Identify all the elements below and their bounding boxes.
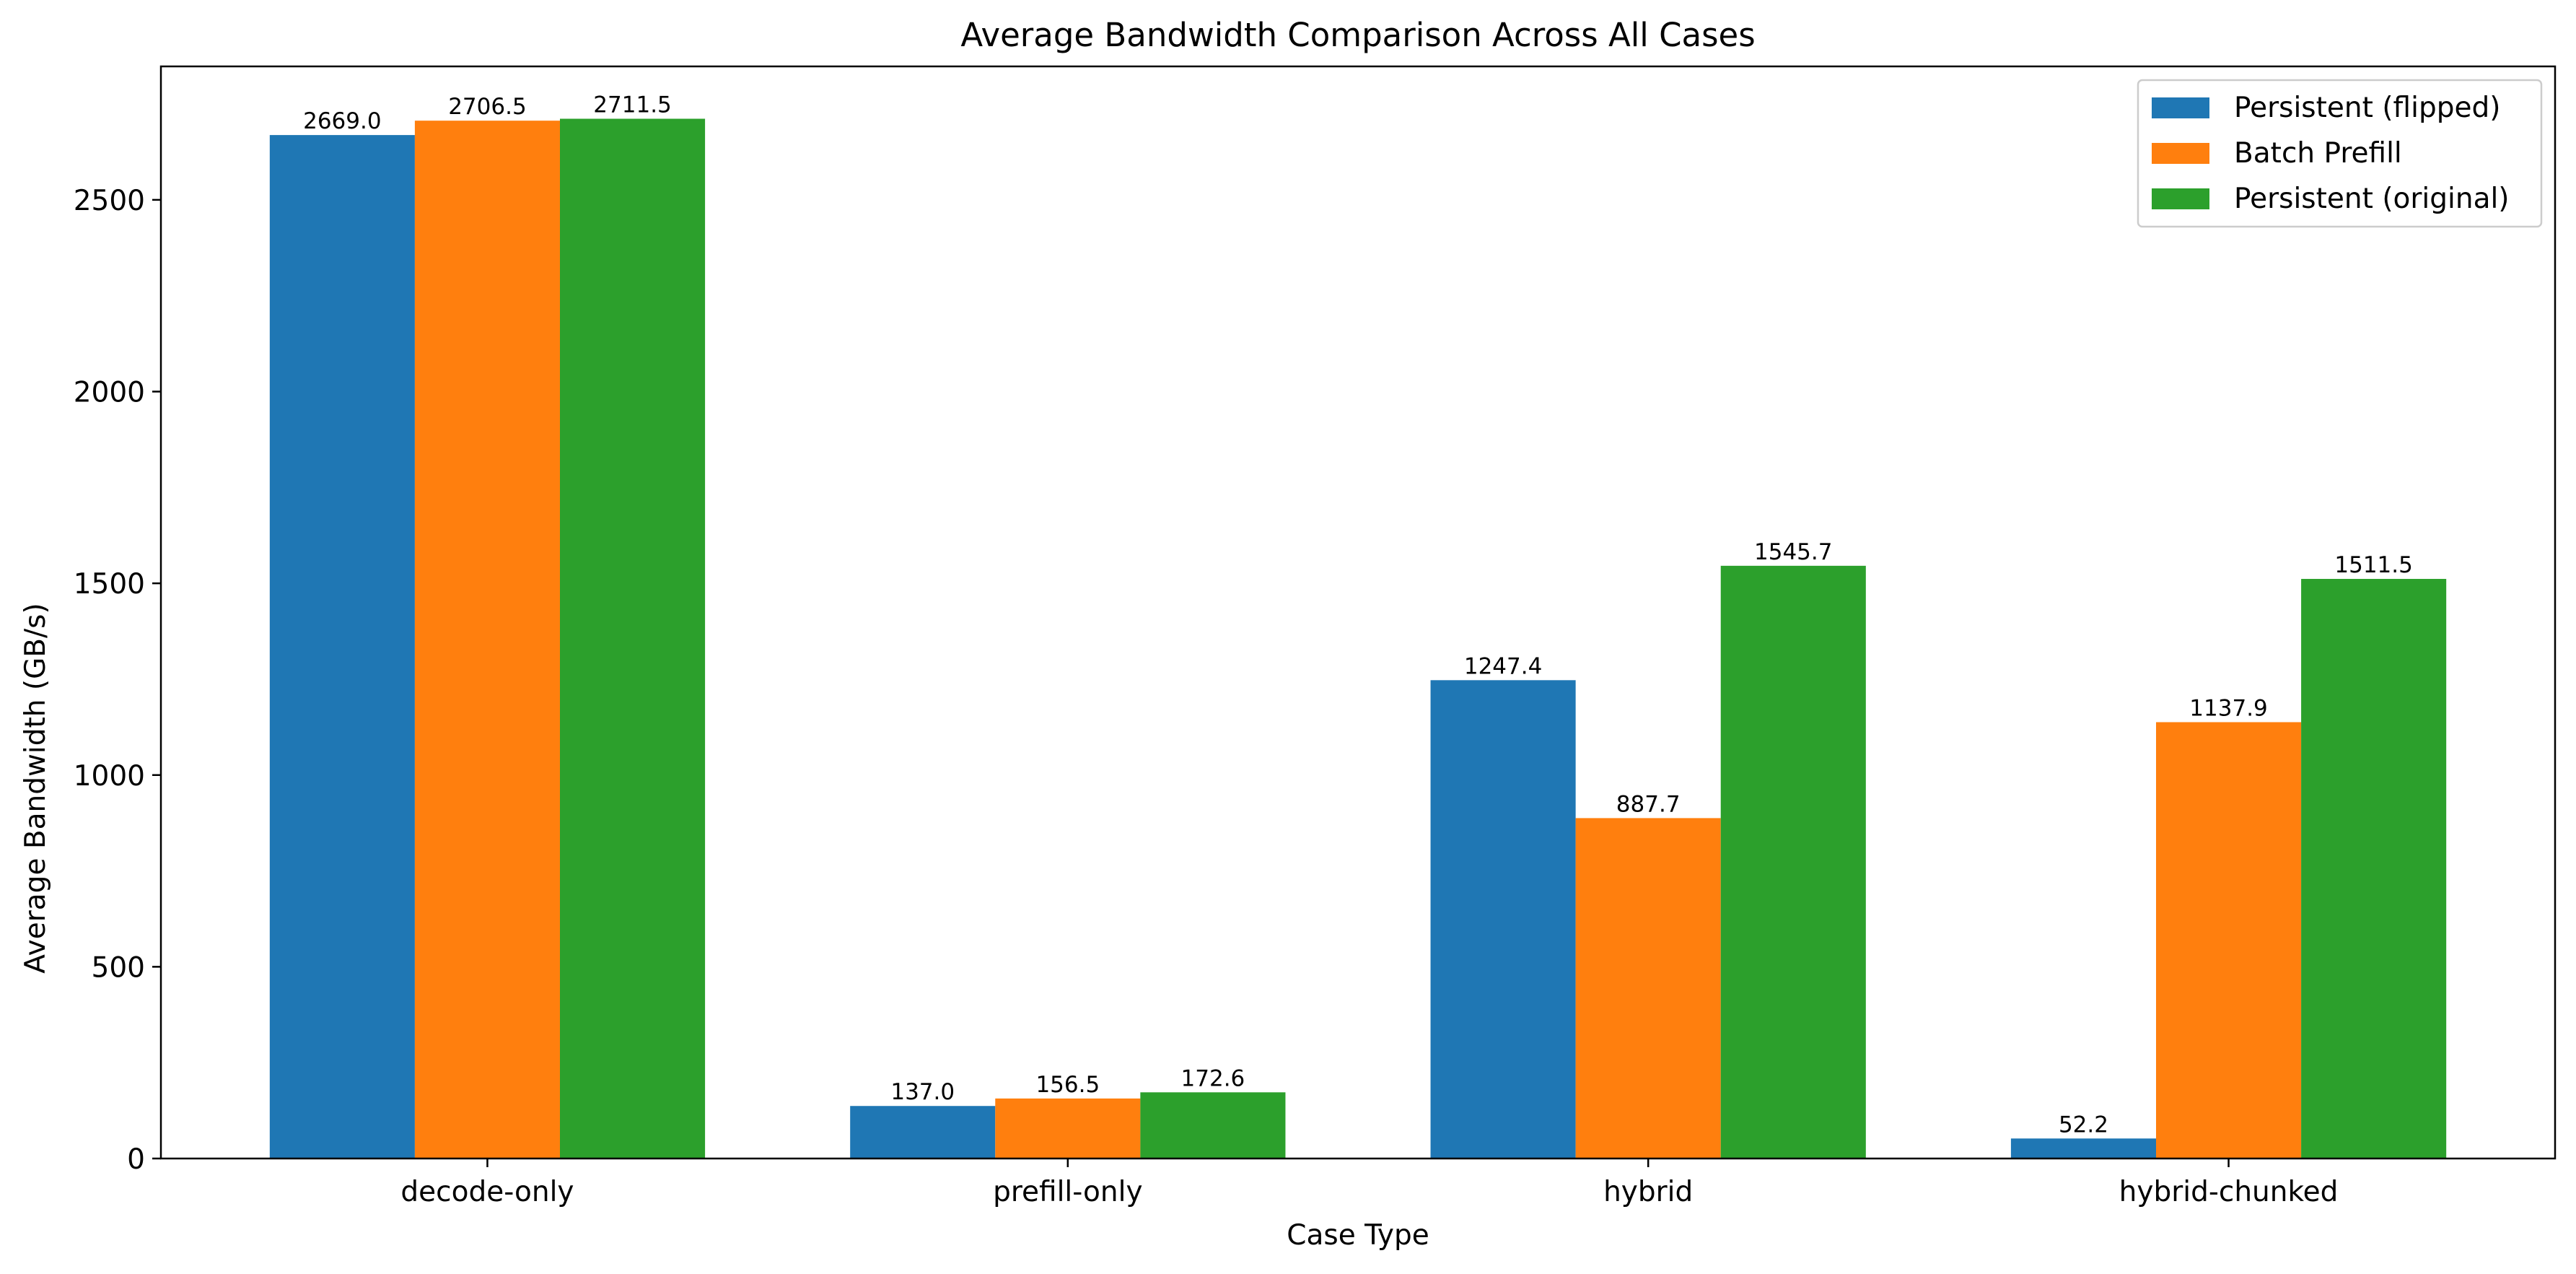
bar-value-label: 2711.5: [593, 92, 671, 118]
plot-frame: [159, 65, 2557, 1160]
bar: [414, 121, 560, 1159]
chart-title: Average Bandwidth Comparison Across All …: [960, 16, 1755, 54]
legend: Persistent (flipped) Batch Prefill Persist…: [2137, 79, 2543, 228]
y-tick-label: 2000: [74, 377, 145, 409]
x-axis-label: Case Type: [1287, 1219, 1429, 1252]
bar: [1720, 565, 1866, 1159]
bar-value-label: 1137.9: [2189, 695, 2267, 721]
y-axis-label: Average Bandwidth (GB/s): [19, 603, 52, 973]
x-tick-label: hybrid: [1603, 1176, 1693, 1208]
bar-value-label: 2706.5: [448, 94, 526, 120]
legend-label: Persistent (original): [2234, 183, 2510, 215]
bar: [995, 1098, 1141, 1159]
y-tick-label: 1000: [74, 760, 145, 793]
y-tick-label: 1500: [74, 568, 145, 601]
legend-swatch: [2152, 97, 2209, 118]
y-axis: 0 500 1000 1500 2000 2500: [74, 185, 161, 1176]
bar-value-label: 137.0: [890, 1079, 955, 1105]
bar-value-label: 2669.0: [303, 108, 381, 134]
bar: [850, 1106, 996, 1159]
bar: [2156, 722, 2302, 1159]
bar-value-label: 1511.5: [2334, 552, 2412, 578]
y-tick-label: 500: [92, 951, 145, 984]
bar-value-label: 172.6: [1181, 1065, 1245, 1091]
x-tick-label: hybrid-chunked: [2119, 1176, 2339, 1208]
x-tick-label: prefill-only: [993, 1176, 1142, 1208]
bar: [1575, 818, 1721, 1159]
bar: [2301, 579, 2447, 1159]
legend-box: [2137, 79, 2543, 228]
x-axis: decode-only prefill-only hybrid hybrid-chun…: [400, 1159, 2338, 1208]
bar-value-label: 156.5: [1035, 1072, 1100, 1098]
bar-value-label: 1247.4: [1464, 653, 1542, 679]
bar: [269, 135, 415, 1159]
y-tick-label: 2500: [74, 185, 145, 217]
legend-swatch: [2152, 188, 2209, 209]
bar: [2010, 1138, 2156, 1159]
x-tick-label: decode-only: [400, 1176, 574, 1208]
bar: [1140, 1092, 1286, 1159]
plot-area: 2669.0 137.0 1247.4 52.2 2706.5 156.5 887.7 113…: [159, 65, 2557, 1160]
bar-value-label: 887.7: [1616, 791, 1681, 817]
bar: [560, 118, 706, 1159]
legend-label: Batch Prefill: [2234, 137, 2402, 170]
bar-value-label: 52.2: [2059, 1112, 2108, 1138]
bar-value-label: 1545.7: [1754, 539, 1832, 565]
legend-label: Persistent (flipped): [2234, 92, 2500, 124]
legend-swatch: [2152, 143, 2209, 164]
bar: [1430, 680, 1576, 1159]
y-tick-label: 0: [127, 1143, 145, 1176]
